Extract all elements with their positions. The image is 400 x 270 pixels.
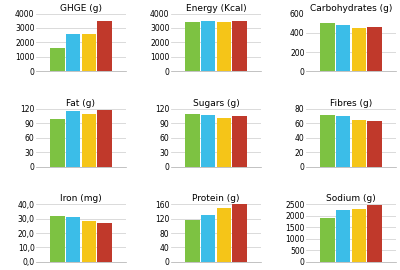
Title: Protein (g): Protein (g) <box>192 194 240 203</box>
Bar <box>185 114 200 167</box>
Bar <box>367 121 382 167</box>
Bar <box>66 111 80 167</box>
Bar <box>232 21 247 71</box>
Bar <box>50 216 65 262</box>
Bar <box>82 221 96 262</box>
Bar <box>66 34 80 71</box>
Bar <box>320 23 335 71</box>
Bar <box>217 22 231 71</box>
Bar <box>232 116 247 167</box>
Bar <box>367 205 382 262</box>
Bar <box>97 110 112 167</box>
Bar <box>217 208 231 262</box>
Bar <box>201 215 215 262</box>
Bar <box>336 25 350 71</box>
Bar <box>320 218 335 262</box>
Bar <box>50 119 65 167</box>
Bar <box>352 209 366 262</box>
Title: Sugars (g): Sugars (g) <box>193 99 239 108</box>
Title: Fibres (g): Fibres (g) <box>330 99 372 108</box>
Bar <box>201 21 215 71</box>
Bar <box>232 204 247 262</box>
Bar <box>336 116 350 167</box>
Title: Fat (g): Fat (g) <box>66 99 96 108</box>
Title: GHGE (g): GHGE (g) <box>60 4 102 13</box>
Title: Energy (Kcal): Energy (Kcal) <box>186 4 246 13</box>
Bar <box>336 210 350 262</box>
Bar <box>201 114 215 167</box>
Bar <box>82 34 96 71</box>
Bar <box>82 114 96 167</box>
Bar <box>352 120 366 167</box>
Bar <box>66 217 80 262</box>
Title: Iron (mg): Iron (mg) <box>60 194 102 203</box>
Bar <box>97 21 112 71</box>
Title: Sodium (g): Sodium (g) <box>326 194 376 203</box>
Bar <box>97 223 112 262</box>
Bar <box>185 22 200 71</box>
Bar <box>50 48 65 71</box>
Title: Carbohydrates (g): Carbohydrates (g) <box>310 4 392 13</box>
Bar <box>185 220 200 262</box>
Bar <box>217 119 231 167</box>
Bar <box>352 28 366 71</box>
Bar <box>367 28 382 71</box>
Bar <box>320 114 335 167</box>
